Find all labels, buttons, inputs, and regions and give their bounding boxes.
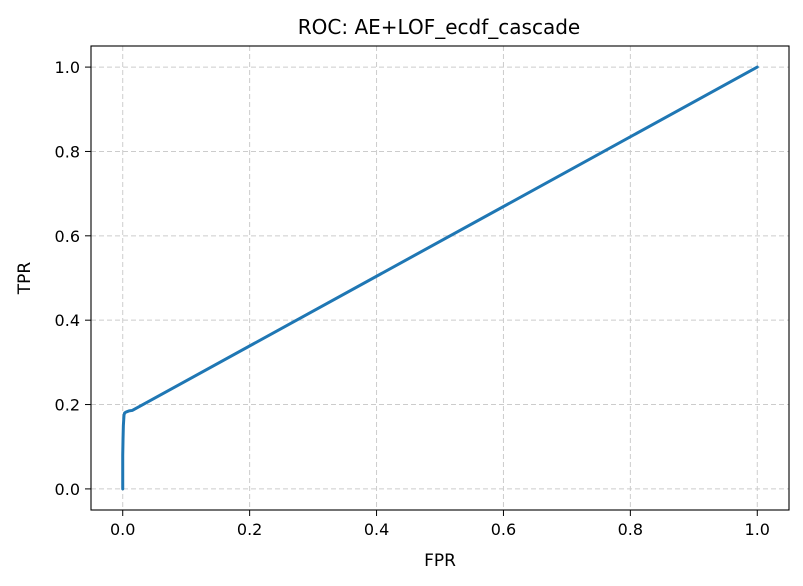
plot-frame: [90, 45, 790, 511]
chart-title: ROC: AE+LOF_ecdf_cascade: [298, 15, 580, 39]
x-tick-label: 0.4: [364, 520, 389, 539]
x-tick-label: 0.0: [110, 520, 135, 539]
x-tick-label: 0.8: [618, 520, 643, 539]
series-layer: [121, 65, 759, 491]
x-axis-label: FPR: [424, 551, 456, 571]
ticks: 0.0 0.2 0.4 0.6 0.8 1.0 0.0 0.2 0.4 0.6 0.8 1.0: [55, 58, 770, 539]
y-tick-label: 0.0: [55, 480, 80, 499]
x-tick-label: 0.2: [237, 520, 262, 539]
grid: [91, 46, 789, 510]
y-tick-label: 0.4: [55, 311, 80, 330]
y-tick-label: 0.6: [55, 227, 80, 246]
x-tick-label: 1.0: [745, 520, 770, 539]
y-tick-label: 0.2: [55, 396, 80, 415]
y-tick-label: 0.8: [55, 142, 80, 161]
y-axis-label: TPR: [15, 262, 35, 296]
roc-curve-line: [121, 65, 759, 491]
x-tick-label: 0.6: [491, 520, 516, 539]
y-tick-label: 1.0: [55, 58, 80, 77]
